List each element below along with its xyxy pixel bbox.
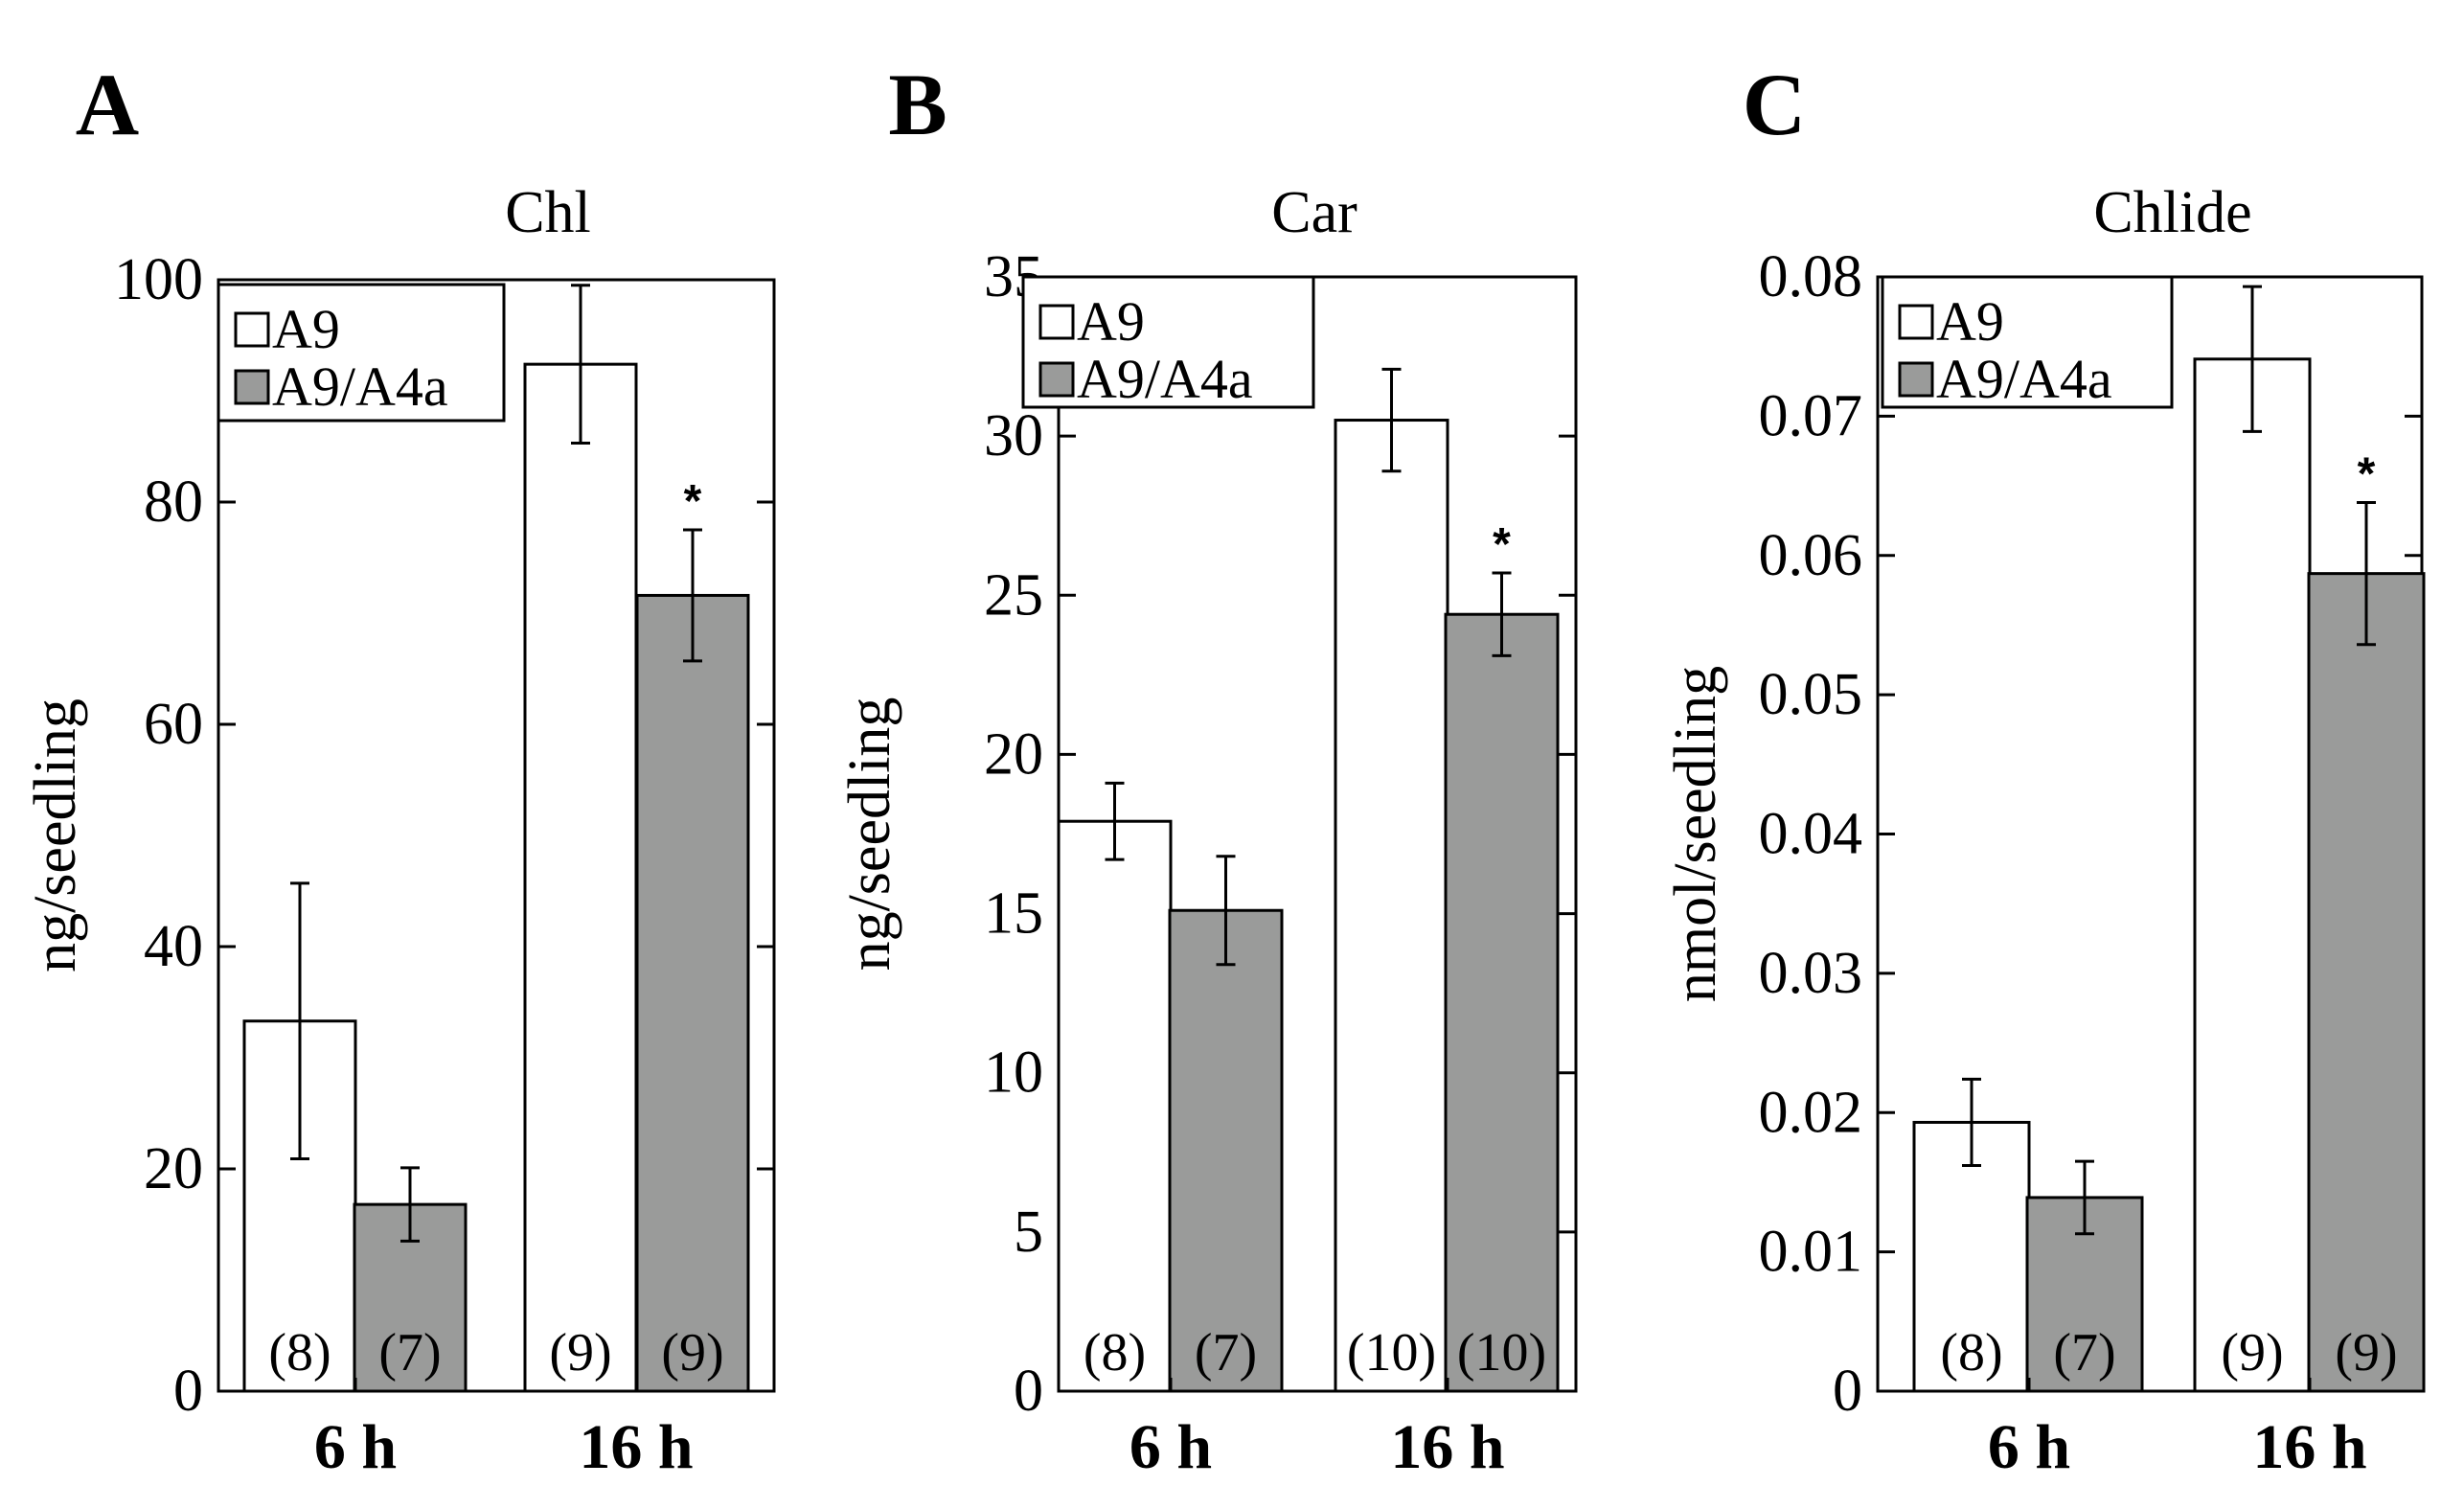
y-axis-label: nmol/seedling (1663, 666, 1728, 1002)
bar (1057, 819, 1173, 1393)
x-category-label: 16 h (579, 1412, 693, 1482)
y-tick-label: 20 (144, 1136, 203, 1201)
y-tick-label: 0 (173, 1359, 203, 1424)
legend-swatch (1898, 304, 1934, 340)
y-tick-label: 0 (1014, 1359, 1043, 1424)
y-tick-label: 80 (144, 469, 203, 535)
legend-swatch (1898, 361, 1934, 398)
y-tick-label: 20 (984, 721, 1043, 787)
y-tick-label: 15 (984, 881, 1043, 947)
chart-title: Chl (505, 180, 591, 245)
y-tick-label: 30 (984, 403, 1043, 469)
legend-label: A9 (272, 298, 340, 360)
legend-swatch (1038, 304, 1075, 340)
bar (2193, 357, 2312, 1393)
panel-letter: B (888, 56, 947, 153)
y-tick-label: 0.07 (1759, 383, 1863, 448)
y-tick-label: 0.01 (1759, 1220, 1863, 1285)
y-axis-label: ng/seedling (837, 697, 902, 972)
y-tick-label: 0.04 (1759, 802, 1863, 867)
bar (523, 362, 638, 1393)
y-tick-label: 0.02 (1759, 1080, 1863, 1145)
chart-title: Chlide (2093, 180, 2251, 245)
plot-frame (217, 278, 776, 1393)
y-tick-label: 0.08 (1759, 244, 1863, 309)
significance-star: * (684, 476, 702, 527)
sample-size-label: (7) (2053, 1323, 2115, 1383)
bar (1444, 612, 1560, 1393)
panel-letter: A (76, 56, 139, 153)
y-tick-label: 10 (984, 1040, 1043, 1106)
chart-title: Car (1271, 180, 1357, 245)
legend-label: A9 (1936, 290, 2004, 353)
sample-size-label: (10) (1347, 1323, 1436, 1383)
sample-size-label: (7) (378, 1323, 441, 1383)
y-tick-label: 25 (984, 562, 1043, 628)
sample-size-label: (9) (2221, 1323, 2283, 1383)
y-tick-label: 60 (144, 692, 203, 757)
x-category-label: 6 h (1129, 1412, 1212, 1482)
legend-swatch (234, 311, 270, 348)
legend-swatch (234, 369, 270, 405)
x-category-label: 16 h (2252, 1412, 2366, 1482)
panel-letter: C (1743, 56, 1806, 153)
bar (2307, 572, 2426, 1393)
y-tick-label: 5 (1014, 1200, 1043, 1265)
x-category-label: 16 h (1390, 1412, 1504, 1482)
sample-size-label: (7) (1195, 1323, 1257, 1383)
legend-label: A9/A4a (1936, 348, 2112, 410)
sample-size-label: (9) (2335, 1323, 2397, 1383)
sample-size-label: (9) (661, 1323, 723, 1383)
sample-size-label: (8) (1084, 1323, 1146, 1383)
sample-size-label: (9) (549, 1323, 611, 1383)
y-tick-label: 0.03 (1759, 941, 1863, 1006)
legend-swatch (1038, 361, 1075, 398)
x-category-label: 6 h (1988, 1412, 2070, 1482)
sample-size-label: (8) (268, 1323, 331, 1383)
significance-star: * (1493, 519, 1511, 570)
y-tick-label: 100 (114, 247, 203, 312)
sample-size-label: (10) (1457, 1323, 1546, 1383)
y-tick-label: 0.06 (1759, 523, 1863, 588)
y-tick-label: 40 (144, 914, 203, 979)
y-tick-label: 0 (1833, 1359, 1862, 1424)
legend-label: A9/A4a (1077, 348, 1253, 410)
y-axis-label: ng/seedling (23, 698, 88, 972)
chart-panel-c: C Chlide 0 0.01 0.02 0.03 0.04 0.05 0.06 0.07 0.08… (1663, 56, 2426, 1482)
legend-label: A9/A4a (272, 355, 448, 418)
sample-size-label: (8) (1940, 1323, 2002, 1383)
bar (635, 593, 750, 1393)
y-tick-label: 0.05 (1759, 662, 1863, 727)
bar (1334, 419, 1449, 1393)
bar (1168, 908, 1284, 1393)
x-category-label: 6 h (314, 1412, 397, 1482)
significance-star: * (2358, 449, 2376, 500)
legend-label: A9 (1077, 290, 1145, 353)
chart-panel-a: A Chl 0 20 40 60 80 100 ng/seedling (8) (7) 6 h (9) (… (23, 56, 776, 1482)
